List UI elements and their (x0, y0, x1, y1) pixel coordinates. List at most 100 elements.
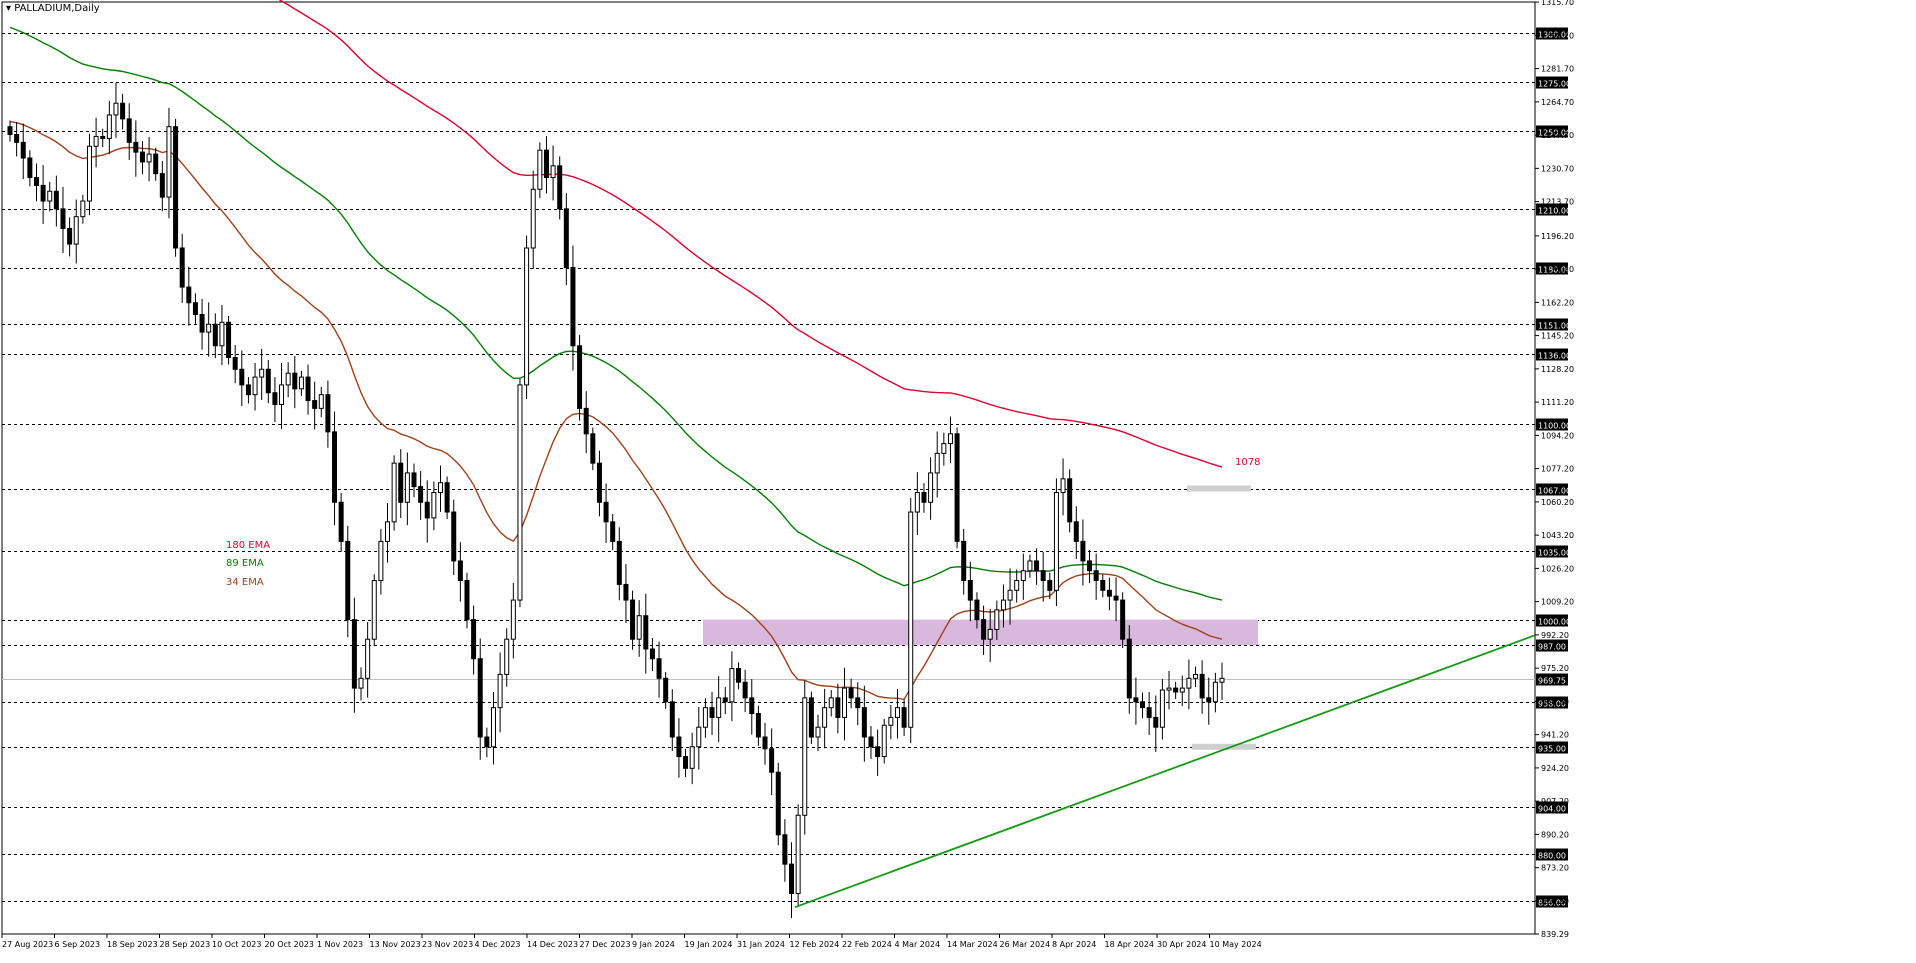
candle-body (298, 376, 304, 390)
candle-body (914, 491, 920, 513)
candle-body (848, 687, 854, 699)
candle-body (908, 511, 914, 728)
candle-body (928, 472, 934, 503)
candle-body (1153, 716, 1159, 728)
candle-body (795, 814, 801, 894)
x-tick-label: 10 Oct 2023 (212, 940, 261, 949)
candle-body (73, 216, 79, 245)
candle-body (484, 736, 490, 748)
y-tick-label: 1162.20 (1541, 298, 1574, 307)
candle-body (272, 392, 278, 405)
candle-body (1140, 701, 1146, 709)
candle-body (981, 619, 987, 640)
support-trendline[interactable] (794, 634, 1536, 909)
collapse-triangle-icon[interactable]: ▾ (6, 3, 15, 14)
ema-legend-label: 180 EMA (226, 540, 270, 551)
candle-body (259, 368, 265, 378)
level-tag (1536, 348, 1568, 361)
level-tag-text: 1151.00 (1538, 322, 1571, 331)
candle-body (199, 313, 205, 333)
candle-body (305, 376, 311, 402)
candle-body (232, 357, 238, 370)
candle-body (1053, 491, 1059, 591)
candle-body (451, 511, 457, 562)
candle-body (1146, 707, 1152, 718)
candle-body (994, 609, 1000, 630)
candle-body (27, 157, 33, 179)
candle-body (312, 400, 318, 409)
candle-body (1120, 599, 1126, 640)
candle-body (1087, 560, 1093, 572)
level-tag (1536, 614, 1568, 627)
candle-body (464, 580, 470, 621)
candle-body (418, 486, 424, 503)
symbol-title: ▾ PALLADIUM,Daily (6, 3, 100, 14)
candle-body (206, 323, 212, 333)
candle-body (590, 433, 596, 464)
candle-body (775, 771, 781, 836)
candle-body (239, 368, 245, 386)
candle-body (14, 134, 20, 143)
candle-body (431, 491, 437, 519)
candle-body (967, 580, 973, 601)
candle-body (709, 707, 715, 718)
candle-body (557, 165, 563, 210)
candle-body (490, 707, 496, 748)
candle-body (93, 135, 99, 147)
level-tag (1536, 895, 1568, 908)
ema180-value-label: 1078 (1235, 457, 1260, 468)
candle-body (1133, 697, 1139, 703)
candle-body (7, 126, 13, 136)
current-price-tag (1536, 673, 1568, 686)
candle-body (1179, 687, 1185, 693)
x-tick-label: 26 Mar 2024 (1000, 940, 1051, 949)
level-tag-text: 880.00 (1538, 852, 1566, 861)
x-tick-label: 13 Nov 2023 (370, 940, 421, 949)
candle-body (961, 540, 967, 582)
candle-body (404, 472, 410, 503)
x-tick-label: 19 Jan 2024 (685, 940, 733, 949)
y-tick-label: 924.20 (1541, 764, 1569, 773)
level-tag (1536, 203, 1568, 216)
candle-body (623, 583, 629, 601)
candle-body (517, 384, 523, 601)
x-tick-label: 4 Mar 2024 (895, 940, 941, 949)
candle-body (1212, 681, 1218, 703)
candle-body (1014, 580, 1020, 591)
candle-body (444, 482, 450, 513)
candle-body (292, 372, 298, 390)
level-tag (1536, 545, 1568, 558)
level-tag-text: 958.00 (1538, 700, 1566, 709)
y-tick-label: 1145.20 (1541, 332, 1574, 341)
y-tick-label: 1264.70 (1541, 98, 1574, 107)
candle-body (510, 599, 516, 640)
x-tick-label: 8 Apr 2024 (1052, 940, 1096, 949)
candle-body (868, 736, 874, 748)
y-tick-label: 1111.20 (1541, 398, 1574, 407)
candle-body (755, 713, 761, 738)
candle-body (888, 716, 894, 726)
level-tag (1536, 27, 1568, 40)
candle-body (808, 697, 814, 738)
level-tag-text: 987.00 (1538, 643, 1566, 652)
candle-body (1199, 673, 1205, 699)
candle-body (921, 491, 927, 503)
candle-body (391, 462, 397, 523)
ema-legend-label: 34 EMA (226, 577, 264, 588)
candle-body (53, 190, 59, 210)
candle-body (179, 247, 185, 288)
y-tick-label: 1128.20 (1541, 365, 1574, 374)
ema34-line (9, 120, 1223, 701)
level-tag-text: 1067.00 (1538, 487, 1571, 496)
candle-body (345, 540, 351, 621)
candle-body (126, 118, 132, 143)
candle-body (33, 177, 39, 186)
candle-body (716, 697, 722, 718)
candle-body (159, 173, 165, 198)
candle-body (702, 707, 708, 728)
candle-body (947, 433, 953, 445)
candle-body (365, 638, 371, 679)
level-box (1187, 485, 1251, 492)
candle-body (669, 701, 675, 738)
